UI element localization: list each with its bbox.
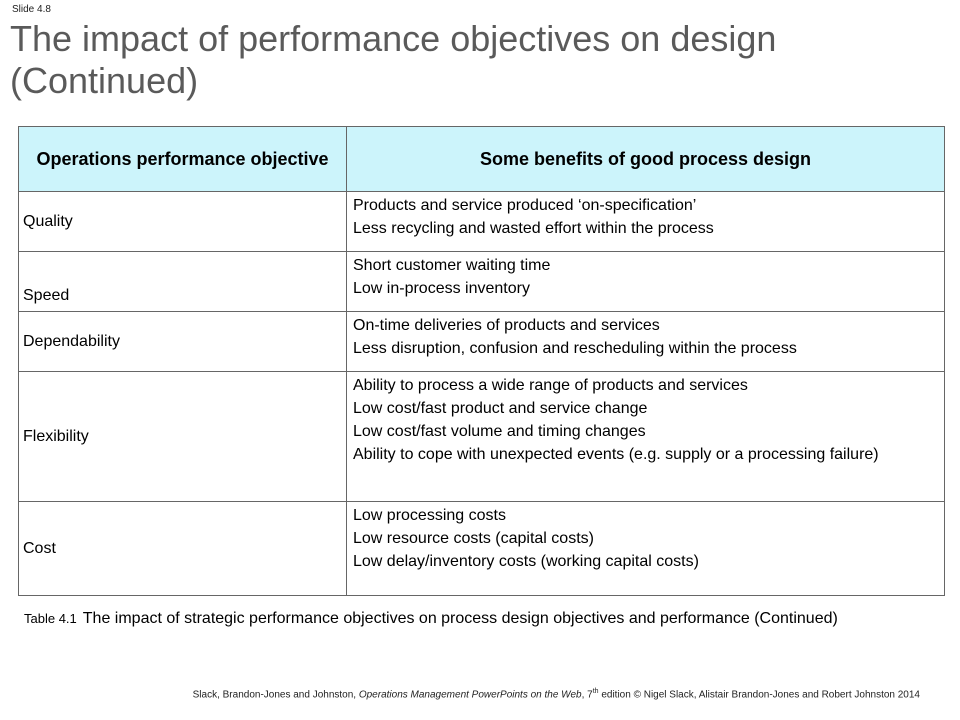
- objective-cell: Quality: [18, 191, 347, 252]
- benefit-line: Less disruption, confusion and reschedul…: [353, 340, 797, 357]
- benefits-cell: Short customer waiting time Low in-proce…: [346, 251, 945, 312]
- benefits-cell: Products and service produced ‘on-specif…: [346, 191, 945, 252]
- benefit-line: Low cost/fast product and service change: [353, 400, 648, 417]
- footer-book-title: Operations Management PowerPoints on the…: [358, 689, 582, 701]
- benefit-line: On-time deliveries of products and servi…: [353, 317, 660, 334]
- benefit-line: Ability to cope with unexpected events (…: [353, 446, 879, 463]
- objective-cell: Dependability: [18, 311, 347, 372]
- objective-cell: Flexibility: [18, 371, 347, 502]
- objective-cell: Cost: [18, 501, 347, 596]
- table-row: Flexibility Ability to process a wide ra…: [18, 371, 945, 502]
- benefits-cell: Low processing costs Low resource costs …: [346, 501, 945, 596]
- footer-credit: Slack, Brandon-Jones and Johnston, Opera…: [0, 688, 920, 700]
- table-caption-text: The impact of strategic performance obje…: [82, 610, 838, 627]
- table-row: Cost Low processing costs Low resource c…: [18, 501, 945, 596]
- benefit-line: Low in-process inventory: [353, 280, 530, 297]
- objectives-table: Operations performance objective Some be…: [18, 126, 945, 596]
- slide-number: Slide 4.8: [12, 4, 51, 15]
- benefit-line: Short customer waiting time: [353, 257, 551, 274]
- objective-cell: Speed: [18, 251, 347, 312]
- benefit-line: Low delay/inventory costs (working capit…: [353, 553, 699, 570]
- table-caption-tag: Table 4.1: [24, 611, 77, 626]
- benefit-line: Low resource costs (capital costs): [353, 530, 594, 547]
- footer-text: , 7: [581, 689, 593, 701]
- footer-superscript: th: [592, 688, 599, 695]
- column-header-benefits: Some benefits of good process design: [346, 126, 945, 192]
- table-caption: Table 4.1 The impact of strategic perform…: [24, 607, 924, 630]
- slide-title: The impact of performance objectives on …: [10, 18, 777, 101]
- table-row: Quality Products and service produced ‘o…: [18, 191, 945, 252]
- benefits-cell: Ability to process a wide range of produ…: [346, 371, 945, 502]
- column-header-objective: Operations performance objective: [18, 126, 347, 192]
- benefit-line: Ability to process a wide range of produ…: [353, 377, 748, 394]
- benefit-line: Less recycling and wasted effort within …: [353, 220, 714, 237]
- footer-text: edition © Nigel Slack, Alistair Brandon-…: [598, 689, 920, 701]
- benefit-line: Low cost/fast volume and timing changes: [353, 423, 646, 440]
- benefit-line: Products and service produced ‘on-specif…: [353, 197, 697, 214]
- benefits-cell: On-time deliveries of products and servi…: [346, 311, 945, 372]
- table-header-row: Operations performance objective Some be…: [18, 126, 945, 192]
- table-row: Speed Short customer waiting time Low in…: [18, 251, 945, 312]
- benefit-line: Low processing costs: [353, 507, 506, 524]
- footer-text: Slack, Brandon-Jones and Johnston,: [192, 689, 359, 701]
- table-row: Dependability On-time deliveries of prod…: [18, 311, 945, 372]
